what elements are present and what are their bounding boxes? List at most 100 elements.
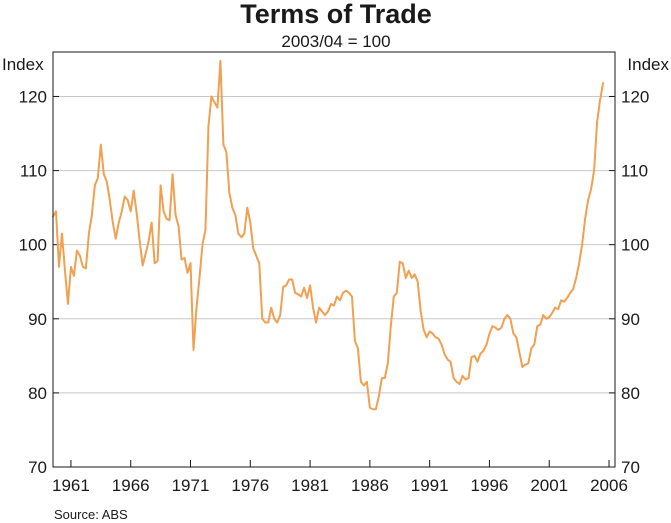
y-tick-label-right-120: 120	[621, 87, 649, 106]
data-point-1963.25	[97, 177, 99, 179]
data-point-1974.25	[229, 192, 231, 194]
data-point-2000	[536, 325, 538, 327]
data-point-1963	[94, 185, 96, 187]
data-point-1969.75	[175, 214, 177, 216]
data-point-1978.75	[282, 286, 284, 288]
data-point-1986	[369, 407, 371, 409]
data-point-1992.25	[444, 354, 446, 356]
data-point-1961.25	[73, 275, 75, 277]
data-point-1983.75	[342, 292, 344, 294]
data-point-1972	[202, 244, 204, 246]
x-tick-label-1996: 1996	[471, 476, 509, 495]
data-point-1993.5	[459, 383, 461, 385]
y-tick-label-right-80: 80	[621, 384, 640, 403]
data-point-1996	[489, 333, 491, 335]
data-point-1992.5	[447, 359, 449, 361]
y-tick-label-left-100: 100	[19, 236, 47, 255]
data-point-1974.75	[235, 214, 237, 216]
data-point-2003.25	[575, 277, 577, 279]
data-point-1979.25	[288, 279, 290, 281]
data-point-1998.25	[516, 337, 518, 339]
data-point-1979.5	[291, 279, 293, 281]
data-point-1987.5	[387, 362, 389, 364]
data-point-1996.25	[492, 325, 494, 327]
data-point-1975.75	[247, 207, 249, 209]
data-point-1966.25	[133, 190, 135, 192]
data-point-1984.25	[348, 292, 350, 294]
data-point-1987.25	[384, 377, 386, 379]
data-point-1980.5	[303, 287, 305, 289]
data-point-1983.25	[336, 296, 338, 298]
data-point-1973.25	[217, 107, 219, 109]
data-point-1976.25	[252, 248, 254, 250]
data-point-1960.5	[64, 270, 66, 272]
y-axis-label-left: Index	[2, 55, 44, 74]
data-point-1969.5	[172, 173, 174, 175]
data-point-1965	[118, 222, 120, 224]
data-point-2004.5	[590, 188, 592, 190]
x-tick-label-1971: 1971	[172, 476, 210, 495]
data-point-1961.5	[76, 250, 78, 252]
data-point-2002	[560, 299, 562, 301]
data-point-1995.25	[480, 353, 482, 355]
data-point-1995	[477, 361, 479, 363]
data-point-2003.75	[581, 244, 583, 246]
y-tick-label-left-90: 90	[28, 310, 47, 329]
data-point-1960.75	[67, 303, 69, 305]
data-point-1966.5	[136, 213, 138, 215]
y-tick-label-left-120: 120	[19, 87, 47, 106]
data-point-1990	[417, 281, 419, 283]
data-point-2004.75	[593, 170, 595, 172]
data-point-1982.5	[327, 311, 329, 313]
data-point-1998.75	[522, 366, 524, 368]
data-point-1994	[465, 379, 467, 381]
data-point-1994.5	[471, 357, 473, 359]
data-point-1969.25	[169, 219, 171, 221]
data-point-1988	[393, 296, 395, 298]
data-point-1988.25	[396, 292, 398, 294]
data-point-1977.5	[267, 322, 269, 324]
series-layer	[52, 59, 605, 411]
data-point-1965.25	[121, 211, 123, 213]
data-point-1992	[441, 344, 443, 346]
data-point-1982.25	[324, 314, 326, 316]
data-point-1976	[250, 222, 252, 224]
data-point-1966	[130, 211, 132, 213]
data-point-1978.25	[276, 322, 278, 324]
data-point-1962.5	[88, 233, 90, 235]
series-line-terms-of-trade	[52, 59, 605, 411]
data-point-1985.75	[366, 381, 368, 383]
source-note: Source: ABS	[54, 507, 128, 522]
x-tick-label-2001: 2001	[530, 476, 568, 495]
data-point-1968.25	[157, 260, 159, 262]
data-point-1979.75	[294, 292, 296, 294]
data-point-1983.5	[339, 299, 341, 301]
data-point-2001.25	[551, 312, 553, 314]
data-point-1976.5	[255, 255, 257, 257]
data-point-1995.75	[486, 344, 488, 346]
data-point-1963.75	[103, 173, 105, 175]
x-axis-ticks: 1961 1966 1971 1976 1981 1986 1991 1996 2001 2006	[52, 460, 628, 495]
data-point-1964.25	[109, 199, 111, 201]
data-point-1978.5	[279, 314, 281, 316]
data-point-1999.25	[528, 362, 530, 364]
data-point-1998.5	[519, 351, 521, 353]
data-point-1994.75	[474, 355, 476, 357]
data-point-1997.5	[507, 314, 509, 316]
chart-subtitle: 2003/04 = 100	[281, 32, 390, 51]
data-point-1972.75	[211, 96, 213, 98]
data-point-1980.25	[300, 296, 302, 298]
data-point-1998	[513, 333, 515, 335]
data-point-1986.75	[378, 396, 380, 398]
data-point-1984.75	[354, 340, 356, 342]
data-point-1984	[345, 290, 347, 292]
data-point-1996.75	[498, 329, 500, 331]
data-point-1960.25	[61, 233, 63, 235]
data-point-1980	[297, 294, 299, 296]
data-point-1990.75	[426, 337, 428, 339]
data-point-1983	[333, 305, 335, 307]
y-axis-ticks: 70 70 80 80 90 90 100 100 110 110 120 120	[19, 87, 650, 477]
data-point-1993.25	[456, 381, 458, 383]
data-point-1961.75	[79, 255, 81, 257]
